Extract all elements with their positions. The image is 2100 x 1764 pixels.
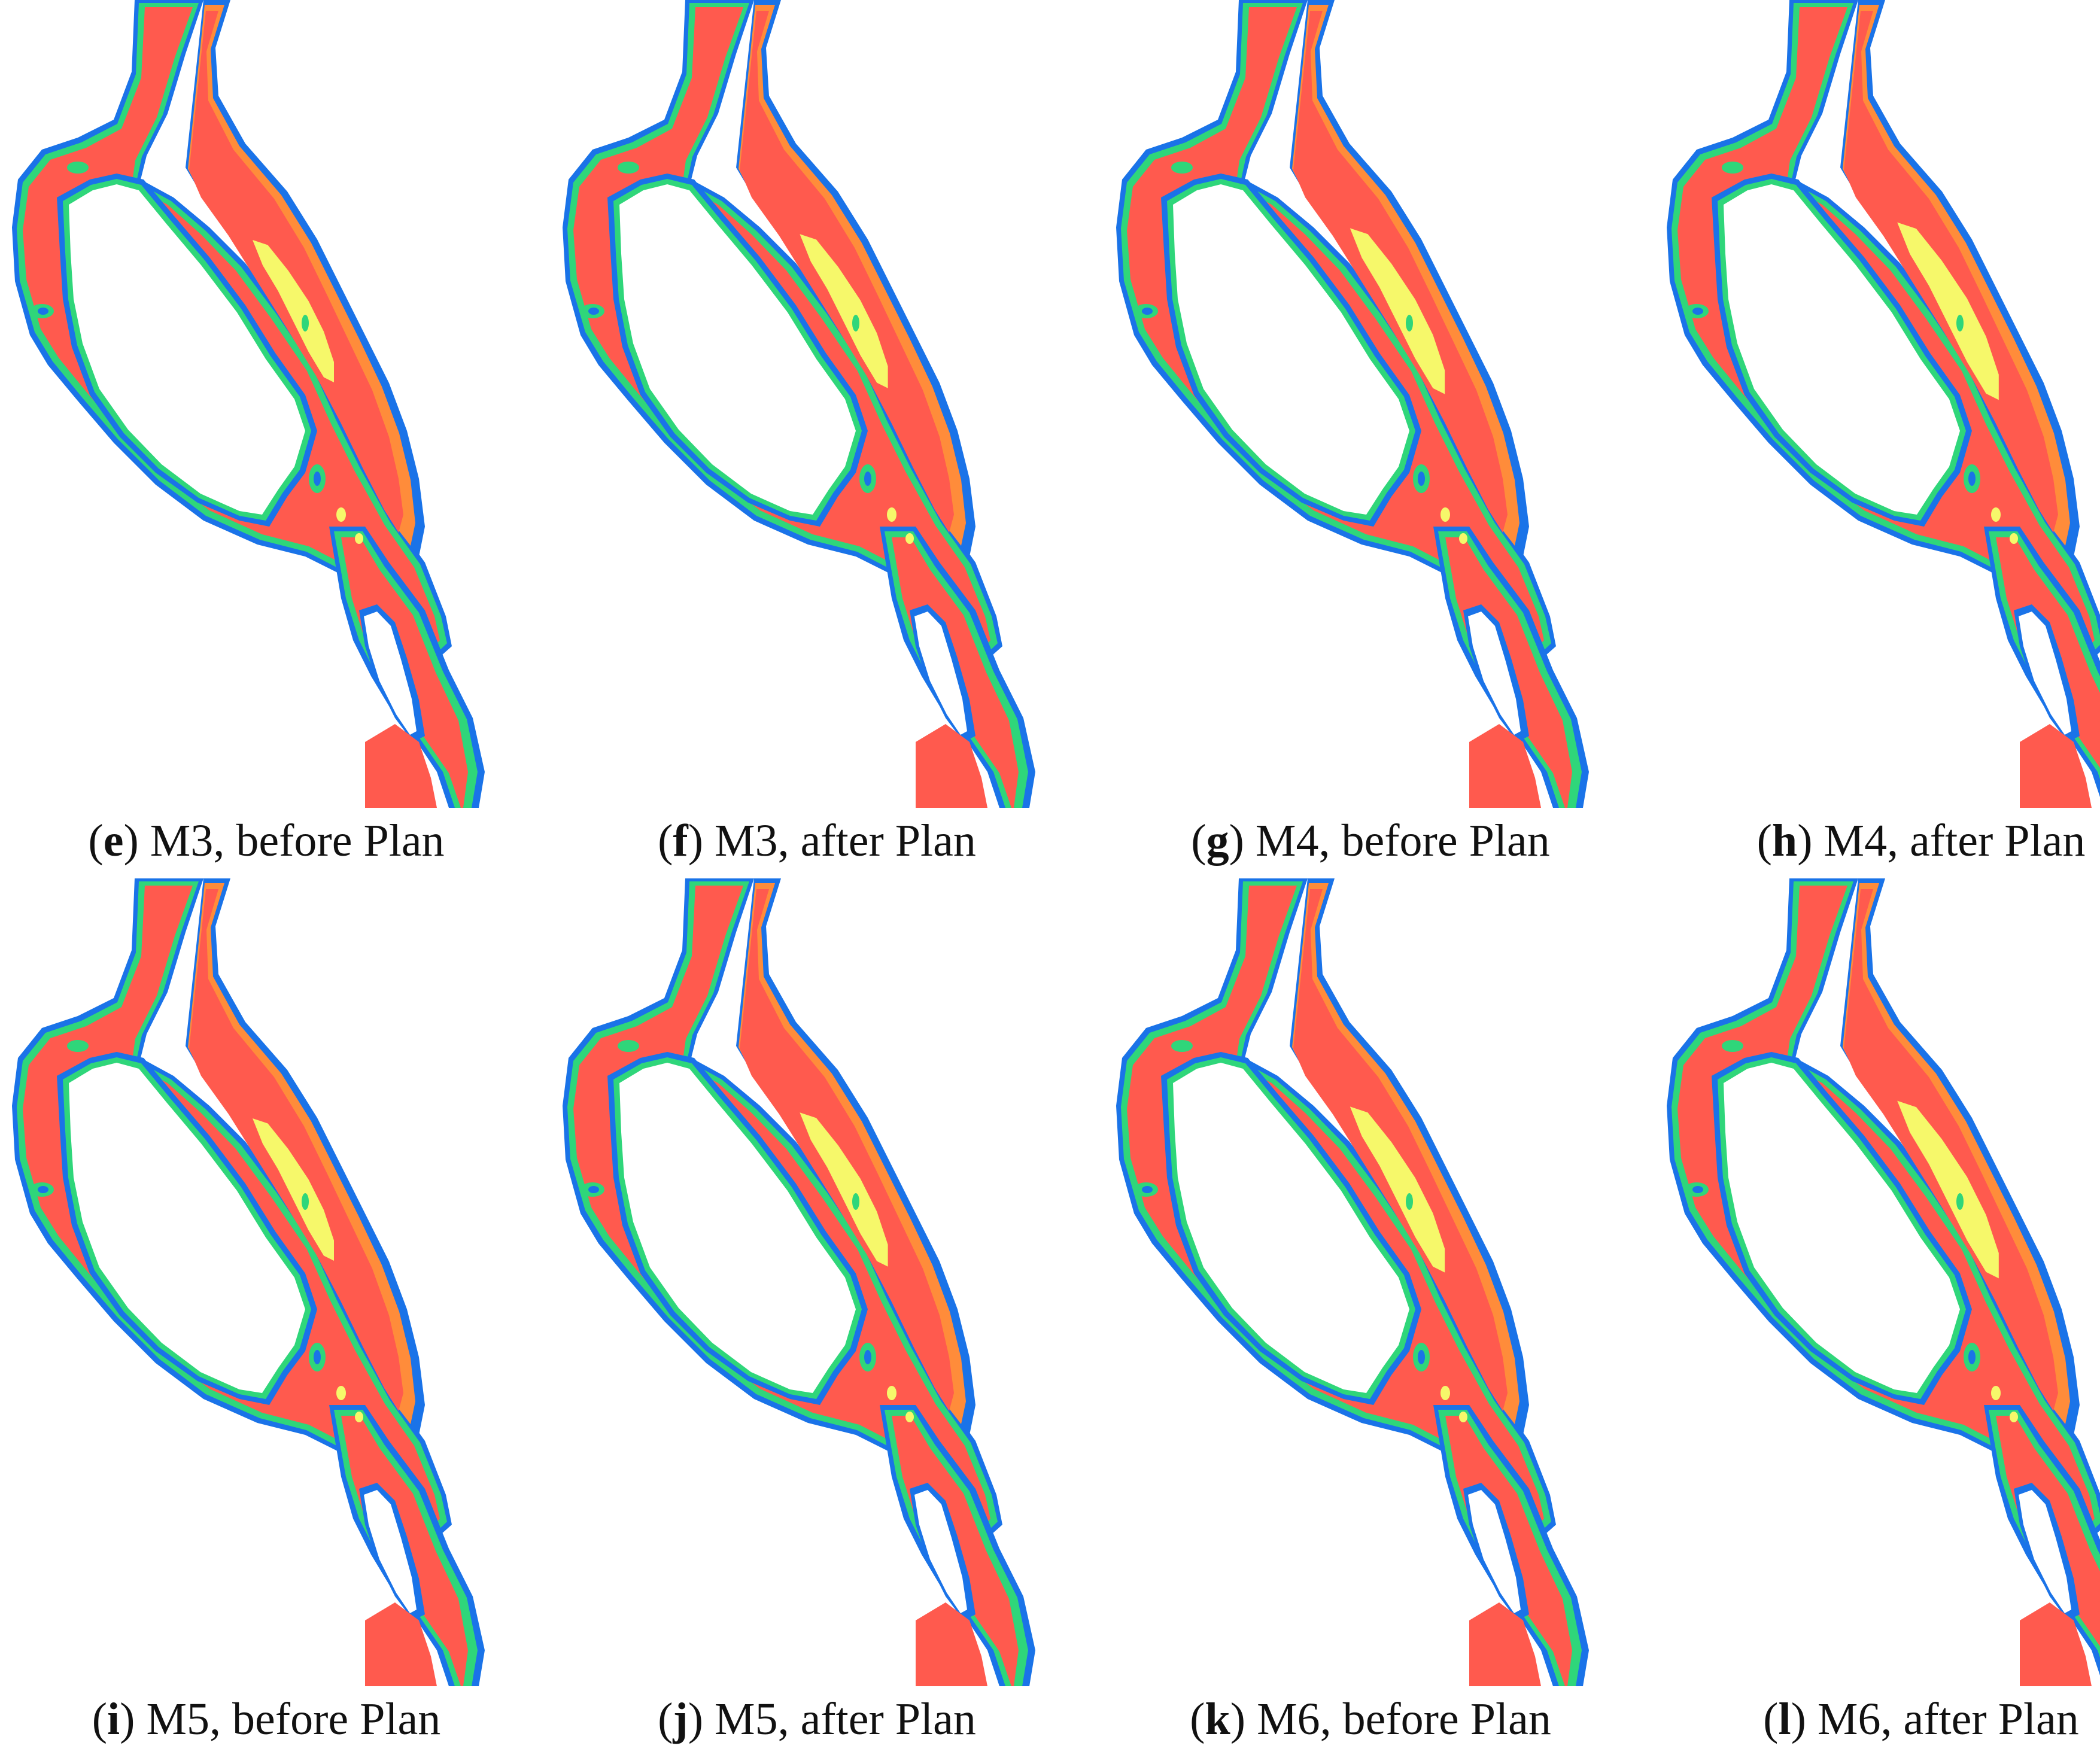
panel-caption: (i) M5, before Plan: [92, 1694, 441, 1744]
panel-label: M4, after Plan: [1812, 816, 2086, 866]
depth-map-svg: [1116, 878, 1589, 1686]
depth-map-svg: [563, 878, 1035, 1686]
panel-label: M6, after Plan: [1806, 1694, 2079, 1744]
panel-letter: l: [1778, 1694, 1791, 1744]
panel-caption: (h) M4, after Plan: [1756, 816, 2086, 866]
panel-g: (g) M4, before Plan: [1110, 0, 1631, 874]
panel-label: M3, before Plan: [138, 816, 445, 866]
panel-label: M4, before Plan: [1244, 816, 1550, 866]
panel-letter: g: [1206, 816, 1229, 866]
panel-caption: (g) M4, before Plan: [1191, 816, 1550, 866]
panel-caption: (j) M5, after Plan: [658, 1694, 976, 1744]
panel-j: (j) M5, after Plan: [557, 878, 1077, 1752]
depth-map-svg: [1116, 0, 1589, 808]
depth-map-svg: [12, 878, 485, 1686]
panel-caption: (k) M6, before Plan: [1190, 1694, 1551, 1744]
depth-map-svg: [12, 0, 485, 808]
panel-label: M6, before Plan: [1245, 1694, 1551, 1744]
depth-map-svg: [563, 0, 1035, 808]
depth-map-svg: [1667, 878, 2100, 1686]
panel-caption: (l) M6, after Plan: [1763, 1694, 2079, 1744]
panel-letter: h: [1771, 816, 1798, 866]
depth-map-svg: [1667, 0, 2100, 808]
panel-i: (i) M5, before Plan: [6, 878, 527, 1752]
panel-caption: (e) M3, before Plan: [88, 816, 445, 866]
panel-letter: f: [673, 816, 688, 866]
panel-caption: (f) M3, after Plan: [658, 816, 976, 866]
panel-letter: i: [107, 1694, 120, 1744]
panel-label: M5, before Plan: [135, 1694, 441, 1744]
panel-k: (k) M6, before Plan: [1110, 878, 1631, 1752]
panel-e: (e) M3, before Plan: [6, 0, 527, 874]
panel-l: (l) M6, after Plan: [1661, 878, 2100, 1752]
panel-label: M5, after Plan: [703, 1694, 976, 1744]
panel-letter: j: [673, 1694, 688, 1744]
panel-letter: e: [103, 816, 124, 866]
panel-label: M3, after Plan: [703, 816, 976, 866]
panel-f: (f) M3, after Plan: [557, 0, 1077, 874]
panel-letter: k: [1205, 1694, 1230, 1744]
panel-h: (h) M4, after Plan: [1661, 0, 2100, 874]
